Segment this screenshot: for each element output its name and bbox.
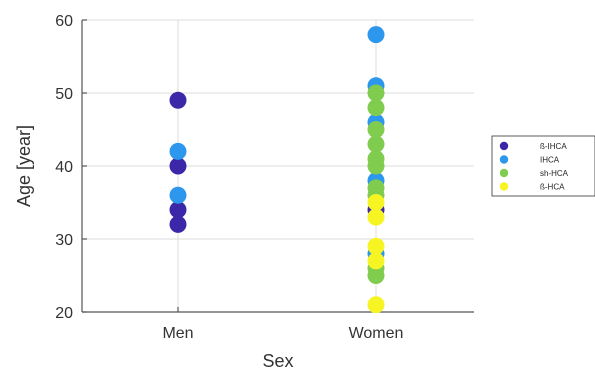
data-point: [367, 296, 385, 314]
legend: ß-IHCA IHCA sh-HCA ß-HCA: [491, 135, 595, 197]
legend-marker: [499, 182, 509, 191]
x-axis-label: Sex: [262, 351, 293, 371]
data-point: [367, 267, 385, 284]
y-tick-label: 20: [55, 305, 73, 322]
data-point: [169, 157, 187, 175]
legend-marker: [499, 141, 509, 151]
legend-label: sh-HCA: [540, 169, 569, 178]
legend-label: ß-HCA: [540, 183, 565, 192]
data-point: [367, 84, 385, 102]
data-point: [367, 157, 385, 175]
data-point: [367, 26, 385, 44]
data-point: [367, 208, 385, 226]
legend-label: ß-IHCA: [540, 142, 567, 151]
x-tick-label: Men: [162, 325, 193, 342]
y-tick-label: 60: [55, 13, 73, 30]
data-point: [367, 135, 385, 153]
legend-box: [491, 135, 595, 197]
x-axis-ticks: Men Women: [162, 307, 403, 342]
y-tick-label: 40: [55, 159, 73, 176]
y-tick-label: 50: [55, 86, 73, 103]
data-point: [367, 252, 385, 270]
data-point: [367, 237, 385, 255]
data-point: [169, 201, 187, 219]
gridlines: [82, 19, 474, 313]
data-points: [169, 26, 385, 314]
data-point: [169, 186, 187, 204]
data-point: [367, 121, 385, 138]
legend-label: IHCA: [540, 156, 560, 165]
data-point: [169, 142, 187, 160]
data-point: [169, 215, 187, 233]
legend-marker: [499, 155, 509, 164]
y-axis-label: Age [year]: [14, 125, 34, 207]
legend-marker: [499, 168, 509, 178]
data-point: [367, 99, 385, 117]
x-tick-label: Women: [349, 325, 404, 342]
data-point: [169, 91, 187, 109]
data-point: [367, 194, 385, 211]
y-axis-ticks: 20 30 40 50 60: [55, 13, 87, 322]
y-tick-label: 30: [55, 232, 73, 249]
